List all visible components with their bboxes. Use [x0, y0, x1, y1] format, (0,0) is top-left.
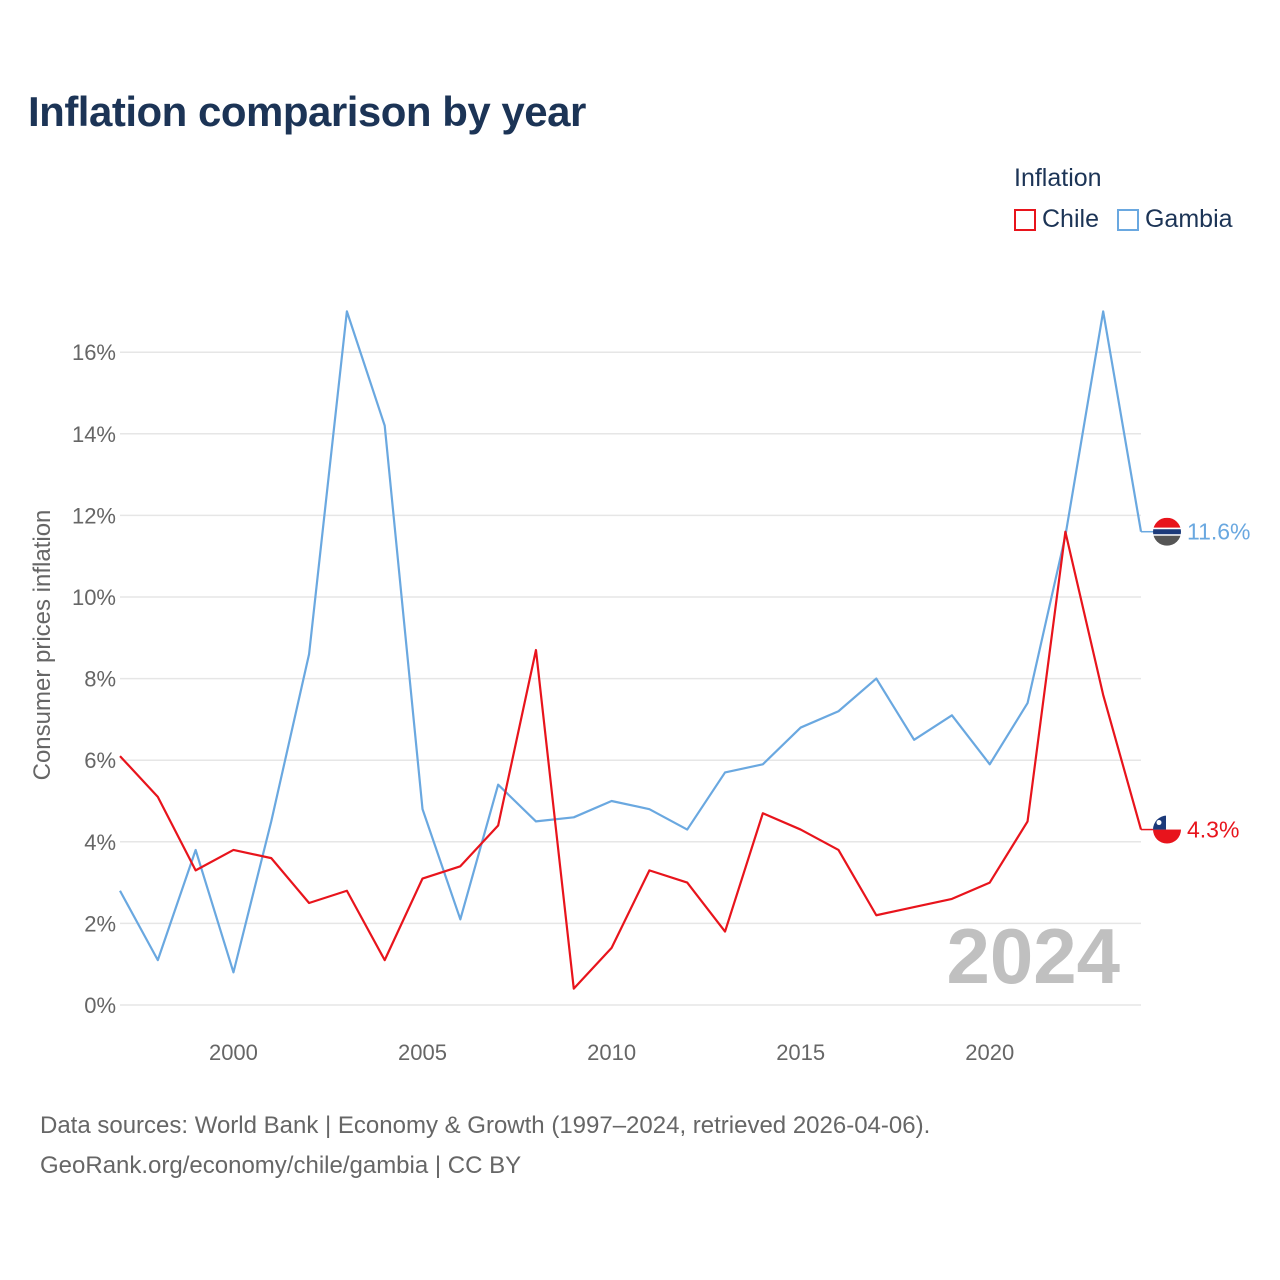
- series-line-chile[interactable]: [119, 530, 1143, 990]
- end-markers: 11.6% 4.3%: [1141, 517, 1251, 844]
- source-line-2[interactable]: GeoRank.org/economy/chile/gambia | CC BY: [40, 1152, 522, 1179]
- y-tick-label: 0%: [84, 993, 116, 1018]
- legend-title: Inflation: [1014, 164, 1102, 192]
- legend-swatch-gambia: [1116, 208, 1139, 231]
- y-tick-label: 16%: [72, 340, 116, 365]
- x-axis-ticks: 2000 2005 2010 2015 2020: [209, 1040, 1014, 1065]
- legend: Chile Gambia: [1014, 205, 1245, 234]
- y-tick-label: 4%: [84, 830, 116, 855]
- legend-label-chile: Chile: [1042, 205, 1099, 233]
- legend-item-gambia[interactable]: Gambia: [1116, 205, 1233, 234]
- legend-item-chile[interactable]: Chile: [1014, 205, 1099, 234]
- source-line-1: Data sources: World Bank | Economy & Gro…: [40, 1112, 931, 1139]
- y-tick-label: 12%: [72, 503, 116, 528]
- y-axis-label: Consumer prices inflation: [29, 510, 56, 781]
- series-lines: [119, 310, 1143, 990]
- year-watermark: 2024: [946, 912, 1120, 1000]
- x-tick-label: 2010: [587, 1040, 636, 1065]
- flag-chile-icon: [1153, 815, 1181, 844]
- end-label-chile: 4.3%: [1187, 817, 1239, 843]
- legend-swatch-chile: [1014, 208, 1036, 231]
- y-tick-label: 6%: [84, 748, 116, 773]
- y-tick-label: 10%: [72, 585, 116, 610]
- x-tick-label: 2005: [398, 1040, 447, 1065]
- end-label-gambia: 11.6%: [1187, 519, 1251, 545]
- x-tick-label: 2015: [776, 1040, 825, 1065]
- grid-lines: [120, 351, 1141, 1006]
- x-tick-label: 2000: [209, 1040, 258, 1065]
- chart-title: Inflation comparison by year: [28, 88, 586, 135]
- y-tick-label: 14%: [72, 422, 116, 447]
- y-tick-label: 2%: [84, 911, 116, 936]
- series-line-gambia[interactable]: [119, 310, 1143, 974]
- flag-gambia-icon: [1153, 517, 1181, 546]
- source-note: Data sources: World Bank | Economy & Gro…: [40, 1106, 930, 1186]
- x-tick-label: 2020: [965, 1040, 1014, 1065]
- y-tick-label: 8%: [84, 667, 116, 692]
- y-axis-ticks: 0% 2% 4% 6% 8% 10% 12% 14% 16%: [72, 340, 116, 1018]
- legend-label-gambia: Gambia: [1144, 205, 1233, 233]
